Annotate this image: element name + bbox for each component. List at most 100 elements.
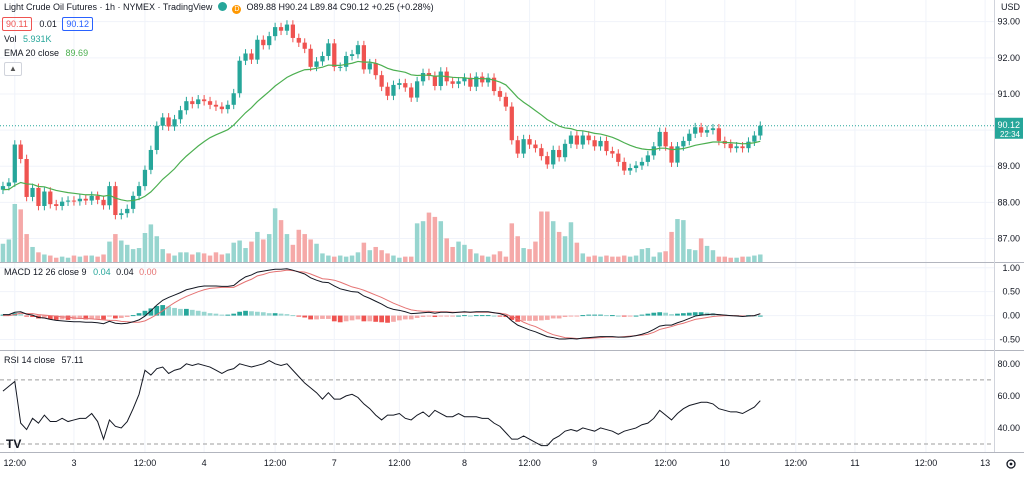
candle-body bbox=[249, 53, 254, 60]
price-axis-label: 92.00 bbox=[997, 53, 1020, 63]
time-axis-label: 12:00 bbox=[915, 458, 938, 468]
macd-histogram-bar bbox=[450, 315, 455, 317]
volume-bar bbox=[326, 255, 331, 262]
candle-body bbox=[485, 77, 491, 83]
macd-histogram-bar bbox=[663, 312, 668, 316]
macd-histogram-bar bbox=[172, 307, 177, 316]
volume-bar bbox=[533, 241, 538, 262]
candle-body bbox=[379, 75, 384, 87]
candle-body bbox=[710, 128, 716, 131]
candle-body bbox=[130, 195, 136, 209]
candle-body bbox=[160, 117, 165, 126]
volume-bar bbox=[716, 256, 722, 262]
last-price-badge-bg bbox=[995, 117, 1023, 139]
volume-bar bbox=[698, 238, 704, 262]
macd-histogram-bar bbox=[142, 310, 148, 316]
candle-body bbox=[391, 84, 396, 96]
candle-body bbox=[480, 76, 485, 83]
macd-histogram-bar bbox=[444, 315, 450, 317]
volume-bar bbox=[385, 253, 390, 262]
candle-body bbox=[349, 54, 355, 57]
macd-value-histogram: 0.04 bbox=[93, 267, 111, 277]
macd-histogram-bar bbox=[18, 314, 24, 316]
last-price-badge: 90.12 22:34 bbox=[995, 117, 1023, 139]
volume-bar bbox=[320, 253, 325, 262]
candle-body bbox=[166, 117, 171, 127]
volume-bar bbox=[243, 248, 248, 262]
candle-body bbox=[190, 101, 195, 105]
candle-body bbox=[30, 187, 35, 197]
volume-bar bbox=[485, 256, 491, 262]
macd-histogram-bar bbox=[42, 315, 47, 319]
macd-histogram-bar bbox=[260, 312, 266, 316]
macd-histogram-bar bbox=[178, 308, 183, 316]
volume-bar bbox=[645, 248, 651, 262]
macd-histogram-bar bbox=[639, 314, 645, 316]
ask-button[interactable]: 90.12 bbox=[62, 17, 93, 31]
currency-label[interactable]: USD bbox=[1000, 2, 1020, 12]
macd-histogram-bar bbox=[130, 315, 136, 317]
candle-body bbox=[12, 144, 17, 183]
candle-body bbox=[610, 151, 615, 154]
bid-button[interactable]: 90.11 bbox=[2, 17, 32, 31]
rsi-legend[interactable]: RSI 14 close 57.11 bbox=[4, 355, 83, 365]
macd-histogram-bar bbox=[610, 315, 615, 317]
macd-legend[interactable]: MACD 12 26 close 9 0.04 0.04 0.00 bbox=[4, 267, 157, 277]
time-axis-label: 12:00 bbox=[264, 458, 287, 468]
candle-body bbox=[568, 135, 574, 144]
tradingview-logo[interactable]: TV bbox=[6, 437, 21, 451]
macd-histogram-bar bbox=[598, 314, 603, 316]
macd-histogram-bar bbox=[462, 315, 467, 317]
macd-histogram-bar bbox=[65, 315, 71, 320]
rsi-axis-label: 40.00 bbox=[997, 423, 1020, 433]
candle-body bbox=[545, 156, 550, 165]
volume-bar bbox=[444, 238, 449, 262]
macd-histogram-bar bbox=[302, 315, 308, 318]
price-axis-label: 89.00 bbox=[997, 161, 1020, 171]
candle-body bbox=[59, 201, 65, 206]
collapse-legend-button[interactable]: ▲ bbox=[4, 62, 22, 76]
candle-body bbox=[355, 45, 361, 55]
candle-body bbox=[65, 200, 71, 202]
ohlc-values: O89.88 H90.24 L89.84 C90.12 +0.25 (+0.28… bbox=[246, 2, 434, 12]
macd-histogram-bar bbox=[544, 315, 550, 320]
volume-legend[interactable]: Vol 5.931K bbox=[4, 34, 52, 44]
volume-bar bbox=[550, 221, 556, 262]
macd-histogram-bar bbox=[101, 315, 106, 320]
volume-bar bbox=[24, 234, 29, 262]
delayed-data-icon[interactable]: D bbox=[232, 5, 242, 14]
volume-bar bbox=[562, 236, 568, 262]
symbol-title[interactable]: Light Crude Oil Futures · 1h · NYMEX · T… bbox=[4, 2, 213, 12]
macd-histogram-bar bbox=[509, 315, 515, 320]
candle-body bbox=[456, 81, 461, 84]
grid-lines bbox=[0, 0, 994, 452]
time-axis-label: 11 bbox=[850, 458, 859, 468]
macd-histogram-bar bbox=[468, 315, 473, 317]
macd-histogram-bar bbox=[485, 315, 491, 317]
macd-histogram-bar bbox=[402, 315, 408, 320]
volume-bar bbox=[148, 224, 154, 262]
time-axis-label: 10 bbox=[720, 458, 730, 468]
volume-bar bbox=[586, 256, 591, 262]
candle-body bbox=[639, 161, 645, 166]
volume-bar bbox=[627, 256, 633, 262]
volume-bar bbox=[249, 241, 254, 262]
macd-histogram-bar bbox=[456, 315, 461, 317]
time-axis-label: 12:00 bbox=[654, 458, 677, 468]
candle-body bbox=[746, 141, 751, 149]
macd-histogram-bar bbox=[432, 315, 438, 318]
volume-bar bbox=[580, 253, 586, 262]
macd-histogram-bar bbox=[397, 315, 402, 321]
settings-gear-icon[interactable] bbox=[1006, 459, 1016, 469]
macd-histogram-bar bbox=[379, 315, 384, 323]
macd-histogram-bar bbox=[533, 315, 538, 321]
macd-histogram-bar bbox=[113, 315, 118, 319]
market-status-icon[interactable] bbox=[217, 2, 227, 11]
macd-histogram-bar bbox=[296, 315, 302, 317]
ema-legend[interactable]: EMA 20 close 89.69 bbox=[4, 48, 88, 58]
time-axis-label: 9 bbox=[592, 458, 597, 468]
volume-bar bbox=[675, 219, 680, 262]
macd-histogram-bar bbox=[166, 306, 171, 316]
